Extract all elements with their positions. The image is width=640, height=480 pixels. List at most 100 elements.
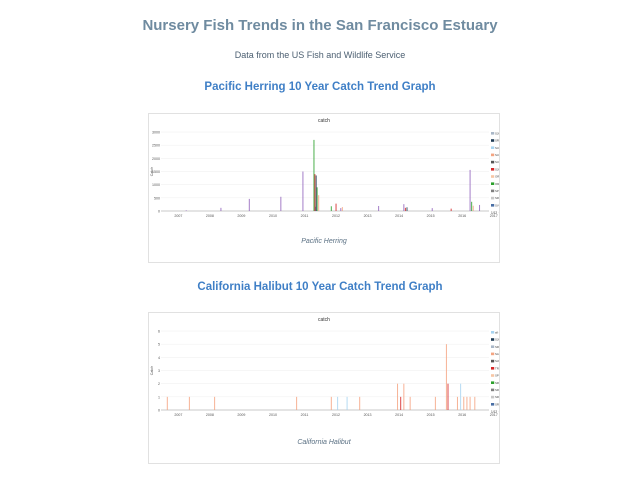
bar (460, 383, 462, 410)
legend-swatch (491, 352, 495, 356)
bar (313, 139, 315, 211)
bar (341, 207, 343, 211)
halibut-chart-card: catch 0 1 2 3 4 5 6 Catch 2007 2008 2009 2010 2011 20… (148, 312, 500, 464)
y-tick-label: 1500 (152, 170, 160, 174)
x-tick-label: 2015 (427, 214, 435, 218)
legend-label: SR018E catch (495, 402, 499, 406)
bar (330, 206, 332, 211)
y-tick-label: 3 (158, 369, 160, 373)
legend-label: SUI0N catch (495, 146, 499, 150)
legend-label: ORO154E catch (495, 182, 499, 186)
bar (337, 396, 339, 410)
y-axis-label: Catch (150, 366, 154, 375)
bar (403, 204, 405, 211)
herring-plot-title: catch (318, 118, 330, 124)
legend-swatch (491, 204, 495, 207)
bar (403, 383, 405, 410)
x-tick-label: 2011 (301, 413, 309, 417)
page-title: Nursery Fish Trends in the San Francisco… (142, 17, 498, 34)
bar (431, 208, 433, 211)
bar (359, 396, 361, 410)
x-tick-label: 2016 (458, 214, 466, 218)
legend-swatch (491, 345, 495, 348)
x-tick-label: 2011 (301, 214, 309, 218)
y-tick-label: 1000 (152, 183, 160, 187)
legend-label: SJ005S catch (495, 131, 499, 135)
legend-swatch (491, 139, 495, 142)
legend-swatch (491, 331, 495, 334)
bar (463, 396, 465, 410)
bar (314, 174, 316, 211)
legend-label: SJ001S catch (495, 338, 499, 342)
bar (406, 207, 408, 211)
bar (302, 171, 304, 211)
x-tick-label: 2017 (490, 413, 498, 417)
x-tick-label: 2010 (269, 413, 277, 417)
x-tick-label: 2012 (332, 214, 340, 218)
x-tick-label: 2013 (364, 413, 372, 417)
x-tick-label: 2007 (174, 214, 182, 218)
legend-swatch (491, 338, 495, 341)
bar (472, 205, 474, 211)
herring-chart[interactable]: 0 500 1000 1500 2000 2500 3000 Catch 2007 2008 200… (149, 126, 499, 238)
bar (469, 169, 471, 211)
x-tick-label: 2007 (174, 413, 182, 417)
legend-label: SR037W catch (495, 196, 499, 200)
legend-label: SJ040W catch (495, 167, 499, 171)
legend-label: SV024E catch (495, 203, 499, 207)
x-tick-label: 2014 (395, 413, 403, 417)
legend-pager[interactable]: 1/12 ▼ (491, 410, 499, 414)
bar (188, 396, 190, 410)
legend-label: SR018S catch (495, 395, 499, 399)
legend-swatch (491, 388, 495, 392)
bar (330, 396, 332, 410)
legend-swatch (491, 367, 495, 370)
x-tick-label: 2017 (490, 214, 498, 218)
x-tick-label: 2009 (237, 214, 245, 218)
bar (469, 396, 471, 410)
legend-label: all catch (495, 330, 499, 334)
x-tick-label: 2008 (206, 214, 214, 218)
legend-swatch (491, 182, 495, 185)
herring-chart-card: catch 0 500 1000 1500 2000 2500 3000 Catch 2007 2… (148, 113, 500, 263)
halibut-section-heading: California Halibut 10 Year Catch Trend G… (197, 281, 443, 293)
legend-label: TR005W catch (495, 366, 499, 370)
y-tick-label: 0 (158, 210, 160, 214)
page-subtitle: Data from the US Fish and Wildlife Servi… (234, 50, 406, 60)
legend-swatch (491, 374, 495, 377)
y-tick-label: 4 (158, 356, 160, 360)
legend-swatch (491, 196, 495, 200)
legend-label: SA007E catch (495, 352, 499, 356)
legend-swatch (491, 168, 495, 171)
bar (220, 207, 222, 211)
legend-label: SR037E catch (495, 139, 499, 143)
legend-pager[interactable]: 1/12 ▼ (491, 211, 499, 215)
y-tick-label: 6 (158, 330, 160, 334)
halibut-caption: California Halibut (297, 439, 351, 446)
herring-section-heading: Pacific Herring 10 Year Catch Trend Grap… (204, 81, 436, 93)
legend-swatch (491, 132, 495, 135)
bar (340, 208, 342, 211)
bar (166, 396, 168, 410)
legend-swatch (491, 381, 495, 384)
legend-swatch (491, 146, 495, 149)
bar (471, 201, 473, 211)
bar (315, 175, 317, 211)
y-tick-label: 5 (158, 343, 160, 347)
bar (318, 195, 320, 211)
bar (445, 344, 447, 410)
bar (409, 396, 411, 410)
y-tick-label: 2 (158, 382, 160, 386)
legend-label: SUI16E catch (495, 153, 499, 157)
bar (296, 396, 298, 410)
legend-swatch (491, 153, 495, 157)
y-tick-label: 1 (158, 395, 160, 399)
bar (456, 396, 458, 410)
x-tick-label: 2009 (237, 413, 245, 417)
bar (404, 207, 406, 211)
legend-swatch (491, 359, 495, 363)
halibut-chart[interactable]: 0 1 2 3 4 5 6 Catch 2007 2008 2009 2010 2011 2012 2013… (149, 325, 499, 437)
bar (397, 383, 399, 410)
x-tick-label: 2012 (332, 413, 340, 417)
y-tick-label: 2000 (152, 157, 160, 161)
